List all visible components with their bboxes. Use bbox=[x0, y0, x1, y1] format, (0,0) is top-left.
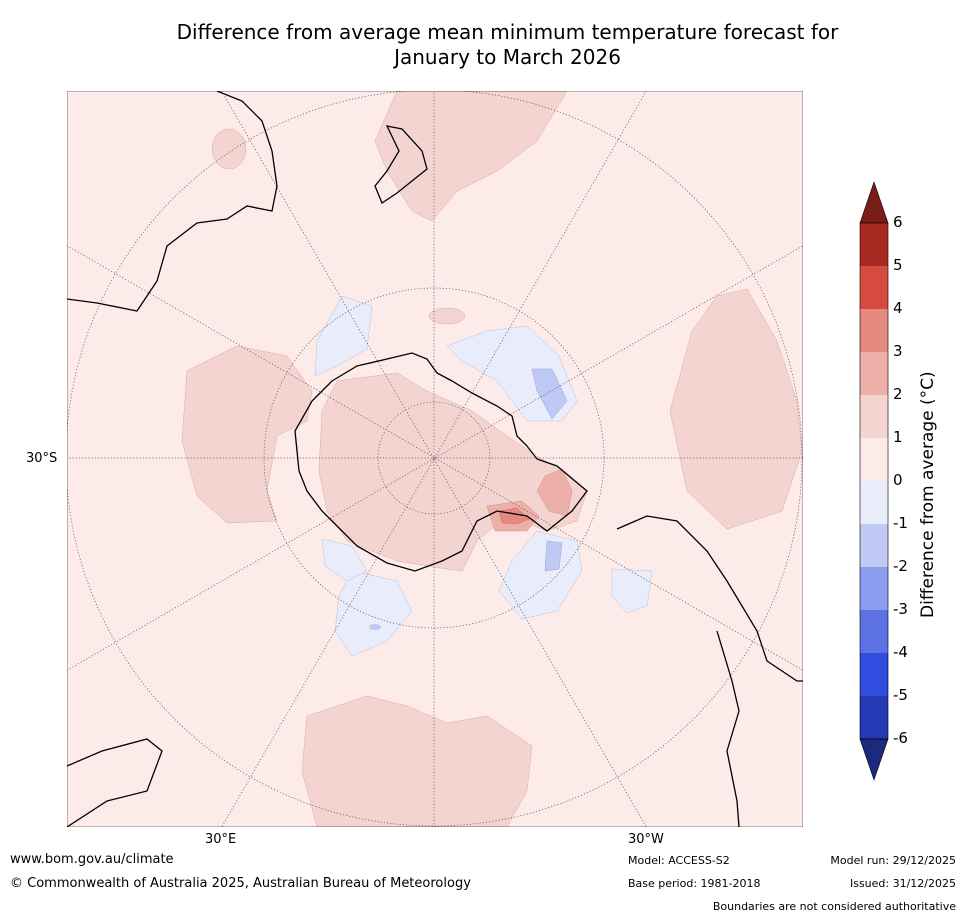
anomaly-region-southern-ocean bbox=[301, 695, 533, 827]
antarctica-coastline bbox=[294, 352, 588, 572]
colorbar-segment bbox=[860, 395, 888, 438]
colorbar-tick-label: -1 bbox=[893, 514, 908, 532]
anomaly-region-cool-south-d bbox=[321, 538, 368, 582]
anomaly-region-patch-a bbox=[211, 128, 247, 170]
colorbar-tick-label: 1 bbox=[893, 428, 903, 446]
footer-issued: Issued: 31/12/2025 bbox=[849, 877, 956, 890]
anomaly-region-cold-a bbox=[531, 368, 568, 420]
footer-base-period: Base period: 1981-2018 bbox=[628, 877, 761, 890]
colorbar-segment bbox=[860, 696, 888, 739]
chart-title: Difference from average mean minimum tem… bbox=[0, 20, 965, 70]
south-america-coastline bbox=[616, 515, 803, 827]
colorbar-tick-label: -2 bbox=[893, 557, 908, 575]
title-line-1: Difference from average mean minimum tem… bbox=[176, 20, 839, 44]
colorbar-tick-label: -4 bbox=[893, 643, 908, 661]
colorbar-tick-label: 5 bbox=[893, 256, 903, 274]
australia-coastline bbox=[67, 91, 278, 312]
colorbar-title: Difference from average (°C) bbox=[918, 371, 938, 618]
colorbar-tick-label: 4 bbox=[893, 299, 903, 317]
colorbar-extend-bottom bbox=[859, 738, 889, 781]
anomaly-region-cold-c bbox=[369, 624, 381, 630]
anomaly-region-cold-b bbox=[544, 540, 563, 572]
anomaly-region-warm-a bbox=[536, 468, 573, 517]
footer-url[interactable]: www.bom.gov.au/climate bbox=[10, 852, 174, 867]
footer-model-run: Model run: 29/12/2025 bbox=[830, 854, 956, 867]
anomaly-region-cool-ross bbox=[314, 295, 373, 377]
colorbar-segments bbox=[859, 181, 889, 781]
polar-map bbox=[67, 91, 803, 827]
colorbar-segment bbox=[860, 481, 888, 524]
lat-label-30s: 30°S bbox=[26, 451, 58, 466]
anomaly-region-indian-ocean bbox=[181, 345, 313, 524]
colorbar-frame bbox=[859, 222, 889, 740]
title-line-2: January to March 2026 bbox=[394, 45, 621, 69]
colorbar-segment bbox=[860, 266, 888, 309]
footer-copyright: © Commonwealth of Australia 2025, Austra… bbox=[10, 876, 471, 891]
colorbar-segment bbox=[860, 610, 888, 653]
colorbar-segment bbox=[860, 653, 888, 696]
colorbar-tick-label: 6 bbox=[893, 213, 903, 231]
lon-label-30w: 30°W bbox=[628, 832, 664, 847]
colorbar-segment bbox=[860, 309, 888, 352]
africa-coastline bbox=[67, 738, 163, 827]
colorbar-tick-label: -6 bbox=[893, 729, 908, 747]
colorbar-tick-label: 0 bbox=[893, 471, 903, 489]
lon-label-30e: 30°E bbox=[205, 832, 237, 847]
colorbar-segment bbox=[860, 524, 888, 567]
footer-disclaimer: Boundaries are not considered authoritat… bbox=[712, 900, 956, 913]
anomaly-region-new-zealand bbox=[374, 91, 568, 222]
coastlines bbox=[67, 91, 803, 827]
footer-model: Model: ACCESS-S2 bbox=[628, 854, 730, 867]
colorbar-segment bbox=[860, 438, 888, 481]
colorbar bbox=[859, 181, 889, 781]
anomaly-region-pacific-east bbox=[669, 288, 803, 530]
colorbar-extend-top bbox=[859, 181, 889, 224]
new-zealand-coastline bbox=[374, 125, 428, 204]
colorbar-segment bbox=[860, 223, 888, 266]
colorbar-tick-label: 2 bbox=[893, 385, 903, 403]
graticule bbox=[67, 91, 803, 827]
colorbar-tick-label: -5 bbox=[893, 686, 908, 704]
anomaly-region-cool-south-c bbox=[611, 568, 653, 614]
colorbar-segment bbox=[860, 352, 888, 395]
anomaly-region-cool-south-b bbox=[498, 530, 583, 620]
anomaly-region-cool-south-a bbox=[334, 570, 413, 657]
colorbar-segment bbox=[860, 567, 888, 610]
anomaly-region-patch-b bbox=[428, 307, 466, 325]
colorbar-tick-label: 3 bbox=[893, 342, 903, 360]
colorbar-tick-label: -3 bbox=[893, 600, 908, 618]
